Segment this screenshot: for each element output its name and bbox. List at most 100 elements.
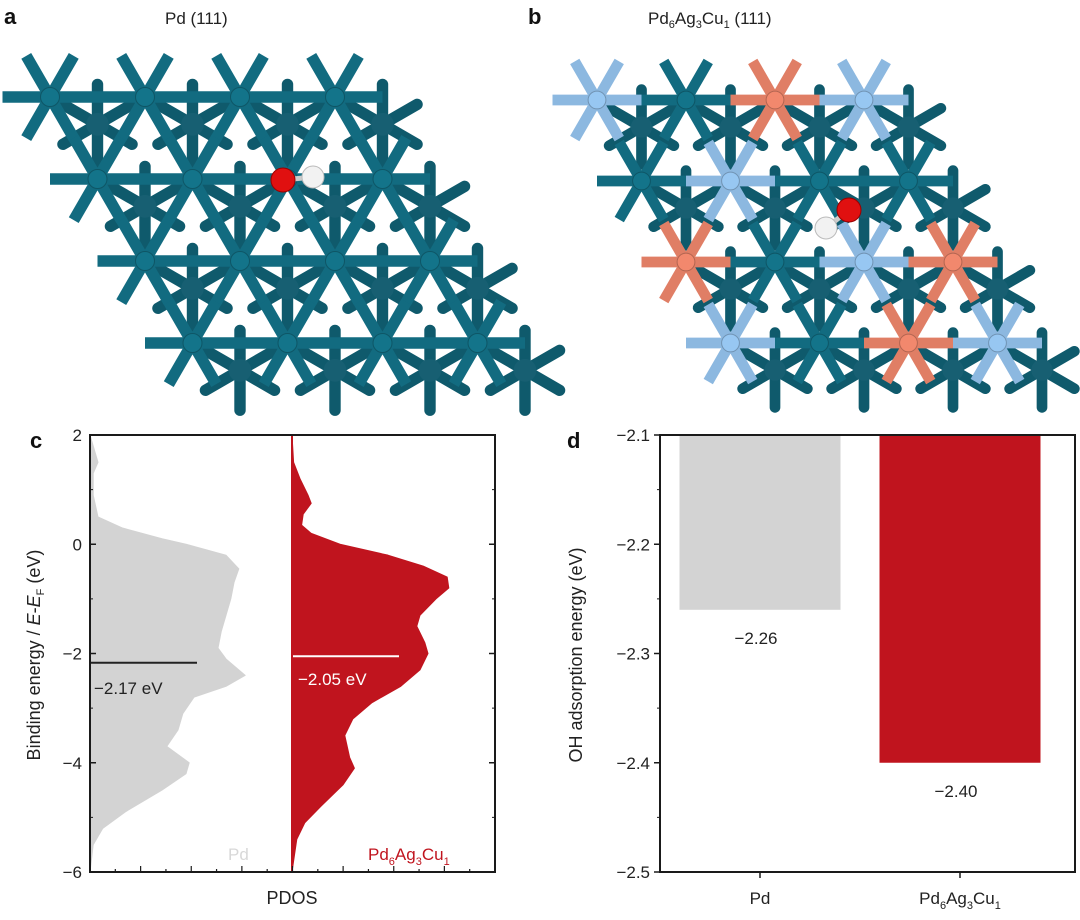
ag-atom <box>854 90 874 110</box>
pd-atom <box>230 251 250 271</box>
pd-atom <box>899 171 918 191</box>
bar-pd6ag3cu1 <box>879 435 1041 763</box>
subsurface-atom <box>228 194 252 218</box>
subsurface-atom <box>181 276 204 300</box>
bar-value-label: −2.26 <box>734 629 777 648</box>
subsurface-atom <box>719 278 742 300</box>
alloy-d-band-label: −2.05 eV <box>298 670 367 689</box>
hydrogen-atom <box>301 165 325 189</box>
panel-label-d: d <box>567 428 580 453</box>
ag-atom <box>721 171 740 191</box>
y-tick-label: −2.3 <box>616 645 650 664</box>
pd-atom <box>325 251 345 271</box>
cu-atom <box>943 252 963 272</box>
y-tick-label: −2.2 <box>616 535 650 554</box>
pd-atom <box>230 87 250 107</box>
subsurface-atom <box>86 112 109 136</box>
subsurface-atom <box>371 276 394 300</box>
pd-atom <box>182 169 203 189</box>
bar-y-axis-label: OH adsorption energy (eV) <box>566 547 586 762</box>
y-tick-label: −4 <box>63 754 82 773</box>
subsurface-atom <box>853 359 875 381</box>
pd-atom <box>40 87 60 107</box>
pdos-y-axis-label: Binding energy / E-EF (eV) <box>24 550 47 761</box>
ag-atom <box>587 90 607 110</box>
oxygen-atom <box>270 167 296 193</box>
subsurface-atom <box>1031 359 1053 381</box>
pd-atom <box>810 333 829 353</box>
subsurface-atom <box>764 359 786 381</box>
cu-atom <box>899 333 918 353</box>
ag-atom <box>721 333 740 353</box>
ag-atom <box>854 252 874 272</box>
pdos-area-pd6ag3cu1 <box>291 434 450 873</box>
panel-a-title: Pd (111) <box>165 9 228 28</box>
bar-value-label: −2.40 <box>934 782 977 801</box>
panel-label-c: c <box>30 428 42 453</box>
pd-atom <box>765 252 785 272</box>
y-tick-label: 0 <box>73 535 82 554</box>
pd-atom <box>372 169 393 189</box>
y-tick-label: −2.1 <box>616 426 650 445</box>
subsurface-atom <box>323 358 347 382</box>
y-tick-label: 2 <box>73 426 82 445</box>
legend-pd: Pd <box>228 845 249 864</box>
pd-atom <box>182 333 203 353</box>
subsurface-atom <box>513 358 537 382</box>
pd-atom <box>325 87 345 107</box>
pd-atom <box>810 171 829 191</box>
legend-pd6ag3cu1: Pd6Ag3Cu1 <box>368 845 450 868</box>
cu-atom <box>765 90 785 110</box>
pd-atom <box>420 251 440 271</box>
subsurface-atom <box>181 112 204 136</box>
y-tick-label: −6 <box>63 863 82 882</box>
subsurface-atom <box>630 116 653 138</box>
pd-atom <box>632 171 651 191</box>
subsurface-atom <box>675 197 697 219</box>
ag-atom <box>988 333 1007 353</box>
pd-atom <box>676 90 696 110</box>
pd6ag3cu1-structure <box>552 58 1080 413</box>
y-tick-label: −2 <box>63 645 82 664</box>
subsurface-atom <box>897 278 920 300</box>
pd-atom <box>135 251 155 271</box>
bar-x-tick-pd6ag3cu1: Pd6Ag3Cu1 <box>919 889 1001 912</box>
surface-layer <box>552 58 1042 385</box>
subsurface-atom <box>986 278 1009 300</box>
subsurface-atom <box>418 194 442 218</box>
pdos-chart: 2 0 −2 −4 −6 <box>63 426 496 882</box>
subsurface-atom <box>133 194 157 218</box>
subsurface-atom <box>942 197 964 219</box>
panel-label-a: a <box>4 4 17 29</box>
subsurface-atom <box>276 112 299 136</box>
subsurface-atom <box>466 276 489 300</box>
subsurface-atom <box>808 278 831 300</box>
surface-layer <box>2 53 525 387</box>
subsurface-layer <box>57 78 566 416</box>
pd-d-band-label: −2.17 eV <box>94 679 163 698</box>
subsurface-atom <box>808 116 831 138</box>
bar-x-tick-pd: Pd <box>750 889 771 908</box>
subsurface-atom <box>897 116 920 138</box>
subsurface-layer <box>603 84 1080 413</box>
subsurface-atom <box>228 358 252 382</box>
pd-atom <box>277 333 298 353</box>
oxygen-atom <box>836 197 862 223</box>
y-tick-label: −2.5 <box>616 863 650 882</box>
panel-label-b: b <box>528 4 541 29</box>
subsurface-atom <box>942 359 964 381</box>
subsurface-atom <box>764 197 786 219</box>
subsurface-atom <box>719 116 742 138</box>
subsurface-atom <box>418 358 442 382</box>
oh-adsorption-bar-chart: −2.26 −2.40 −2.1 −2.2 −2.3 −2.4 −2.5 <box>616 426 1076 882</box>
subsurface-atom <box>371 112 394 136</box>
pdos-x-axis-label: PDOS <box>266 888 317 908</box>
hydrogen-atom <box>814 216 838 240</box>
cu-atom <box>676 252 696 272</box>
pd-atom <box>467 333 488 353</box>
bar-pd <box>679 435 841 610</box>
pd-atom <box>372 333 393 353</box>
pd111-structure <box>2 53 566 416</box>
subsurface-atom <box>276 276 299 300</box>
